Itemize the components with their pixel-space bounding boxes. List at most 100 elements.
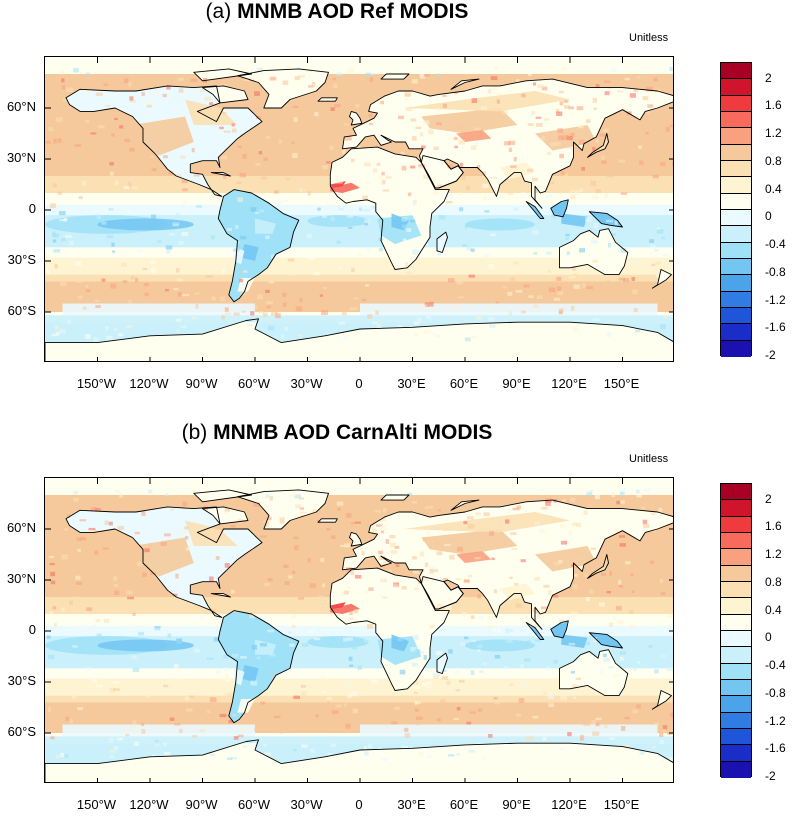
aod-speckle: [642, 519, 648, 525]
aod-speckle: [523, 651, 530, 655]
aod-speckle: [343, 590, 349, 595]
aod-speckle: [267, 578, 273, 582]
aod-speckle: [72, 596, 80, 600]
lon-tick-label: 60°E: [449, 797, 479, 812]
aod-speckle: [618, 535, 626, 538]
aod-speckle: [463, 521, 468, 525]
aod-speckle: [220, 83, 227, 87]
aod-speckle: [412, 136, 417, 141]
aod-speckle: [86, 666, 90, 672]
colorbar-box: [721, 95, 751, 112]
aod-speckle: [390, 542, 397, 548]
aod-speckle: [539, 529, 546, 534]
aod-speckle: [326, 696, 332, 701]
aod-speckle: [64, 754, 69, 758]
land-sumatra: [526, 201, 544, 219]
aod-speckle: [223, 176, 227, 179]
aod-speckle: [537, 84, 544, 88]
aod-speckle: [650, 560, 655, 564]
aod-speckle: [448, 539, 454, 542]
lon-tick-label: 90°E: [502, 797, 531, 812]
aod-speckle: [387, 569, 392, 573]
aod-speckle: [114, 113, 120, 116]
aod-speckle: [414, 691, 418, 694]
aod-speckle: [343, 538, 349, 542]
aod-speckle: [148, 489, 153, 494]
aod-speckle: [438, 741, 443, 744]
aod-speckle: [552, 595, 559, 598]
aod-speckle: [474, 557, 481, 560]
aod-speckle: [484, 527, 492, 530]
aod-anomaly-patch: [241, 665, 259, 682]
aod-speckle: [412, 249, 419, 255]
aod-speckle: [378, 555, 385, 561]
aod-speckle: [403, 238, 407, 243]
aod-speckle: [96, 633, 102, 637]
aod-anomaly-patch: [330, 182, 360, 193]
aod-speckle: [462, 612, 467, 617]
aod-speckle: [448, 649, 453, 654]
aod-speckle: [536, 122, 543, 127]
aod-speckle: [425, 315, 432, 320]
aod-speckle: [483, 512, 490, 517]
aod-speckle: [515, 290, 523, 293]
aod-speckle: [296, 569, 301, 572]
aod-speckle: [178, 77, 184, 81]
aod-speckle: [481, 171, 486, 176]
aod-speckle: [540, 606, 548, 610]
aod-speckle: [305, 110, 311, 115]
aod-speckle: [411, 556, 418, 560]
aod-speckle: [437, 197, 441, 201]
aod-speckle: [176, 330, 181, 333]
aod-speckle: [350, 307, 357, 311]
aod-speckle: [455, 578, 461, 581]
aod-speckle: [454, 304, 460, 309]
aod-speckle: [180, 325, 187, 329]
coastline-southAmerica: [217, 610, 300, 724]
aod-speckle: [457, 124, 464, 129]
aod-speckle: [210, 754, 216, 757]
aod-speckle: [48, 707, 52, 712]
aod-speckle: [313, 272, 320, 276]
aod-speckle: [436, 718, 441, 722]
aod-speckle: [611, 233, 616, 236]
aod-speckle: [105, 104, 111, 108]
colorbar-label: 1.6: [765, 98, 782, 113]
aod-speckle: [166, 249, 171, 254]
aod-speckle: [400, 151, 405, 157]
aod-speckle: [332, 83, 338, 89]
aod-speckle: [268, 281, 274, 284]
aod-speckle: [213, 527, 221, 530]
aod-speckle: [350, 571, 355, 576]
aod-speckle: [96, 162, 100, 166]
panel-a: (a) MNMB AOD Ref MODIS Unitless 60°N 30°N…: [0, 0, 794, 406]
aod-speckle: [193, 174, 200, 177]
aod-speckle: [418, 165, 425, 170]
aod-speckle: [64, 235, 72, 238]
aod-speckle: [354, 146, 361, 149]
aod-speckle: [518, 698, 525, 704]
coastline-uk: [349, 110, 363, 126]
aod-speckle: [419, 651, 425, 654]
lon-tick-label: 0: [355, 376, 363, 391]
aod-speckle: [619, 651, 627, 655]
aod-speckle: [548, 590, 552, 596]
aod-speckle: [571, 618, 575, 621]
aod-speckle: [172, 224, 179, 227]
aod-speckle: [300, 511, 307, 514]
aod-speckle: [174, 675, 182, 680]
aod-speckle: [606, 173, 614, 178]
aod-speckle: [233, 736, 239, 740]
land-antarctica: [45, 739, 673, 782]
aod-speckle: [618, 579, 622, 585]
aod-speckle: [238, 270, 243, 274]
coastline-svalbard: [380, 494, 410, 501]
aod-speckle: [570, 671, 576, 674]
aod-speckle: [433, 673, 441, 676]
aod-speckle: [419, 73, 426, 79]
aod-speckle: [205, 275, 213, 278]
aod-speckle: [464, 337, 471, 342]
aod-speckle: [415, 707, 419, 713]
aod-speckle: [182, 294, 190, 297]
aod-speckle: [414, 587, 420, 590]
